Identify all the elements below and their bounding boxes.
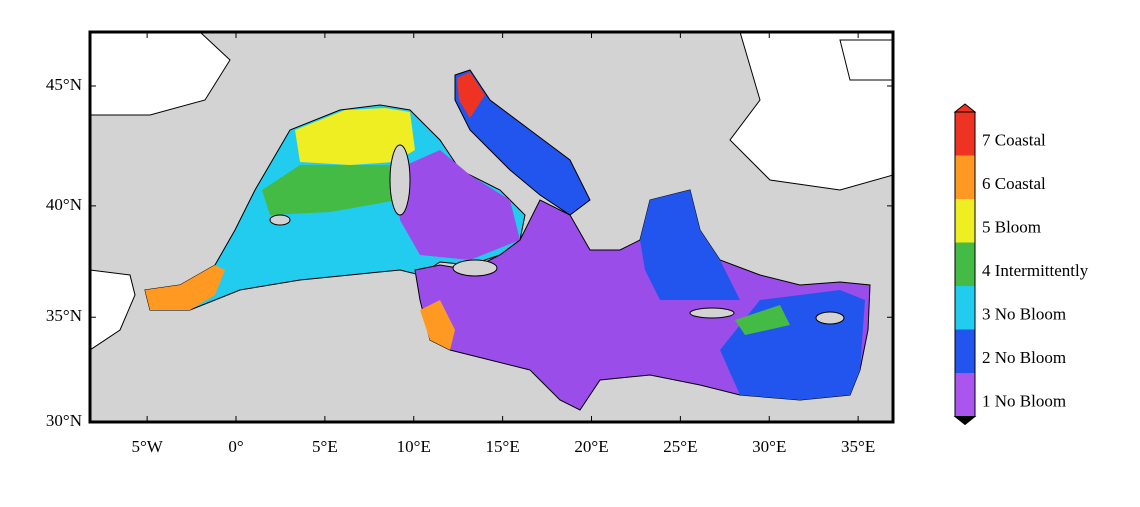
- colorbar-segment: [955, 373, 975, 417]
- island: [815, 311, 845, 325]
- colorbar-cap: [953, 416, 977, 426]
- sea-north-adriatic: [457, 72, 485, 118]
- colorbar-segment: [955, 242, 975, 286]
- legend-label: 4 Intermittently: [982, 261, 1089, 280]
- sea-aegean: [640, 190, 740, 300]
- legend-label: 5 Bloom: [982, 218, 1041, 237]
- outside-region: [839, 39, 893, 81]
- y-tick-label: 30°N: [46, 411, 82, 430]
- x-tick-label: 20°E: [574, 437, 608, 456]
- colorbar-segment: [955, 199, 975, 243]
- y-tick-label: 40°N: [46, 195, 82, 214]
- map-frame: [88, 30, 895, 424]
- island: [452, 259, 498, 277]
- x-tick-label: 0°: [228, 437, 243, 456]
- colorbar-segment: [955, 112, 975, 156]
- sea-patch: [735, 305, 790, 335]
- legend-label: 6 Coastal: [982, 174, 1046, 193]
- sea-alboran: [145, 265, 225, 310]
- legend-label: 2 No Bloom: [982, 348, 1066, 367]
- legend-label: 7 Coastal: [982, 131, 1046, 150]
- colorbar-segment: [955, 155, 975, 199]
- legend-label: 3 No Bloom: [982, 305, 1066, 324]
- x-tick-label: 15°E: [486, 437, 520, 456]
- outside-region: [90, 269, 136, 351]
- y-tick-label: 35°N: [46, 306, 82, 325]
- sea-gulf-gabes: [420, 300, 455, 350]
- island: [269, 214, 291, 226]
- x-tick-label: 10°E: [397, 437, 431, 456]
- x-tick-label: 5°W: [131, 437, 163, 456]
- sea-gulf-of-lion: [295, 108, 415, 165]
- colorbar-cap: [953, 103, 977, 113]
- island: [689, 307, 735, 319]
- sea-adriatic: [454, 69, 591, 216]
- colorbar-segment: [955, 329, 975, 373]
- island: [389, 144, 411, 216]
- legend-label: 1 No Bloom: [982, 392, 1066, 411]
- sea-tyrrhenian: [395, 150, 520, 260]
- outside-region: [90, 32, 231, 116]
- y-tick-label: 45°N: [46, 75, 82, 94]
- x-tick-label: 5°E: [312, 437, 338, 456]
- x-tick-label: 30°E: [752, 437, 786, 456]
- x-tick-label: 35°E: [841, 437, 875, 456]
- sea-balearic: [262, 165, 400, 215]
- colorbar-segment: [955, 286, 975, 330]
- x-tick-label: 25°E: [663, 437, 697, 456]
- colorbar-frame: [954, 111, 976, 417]
